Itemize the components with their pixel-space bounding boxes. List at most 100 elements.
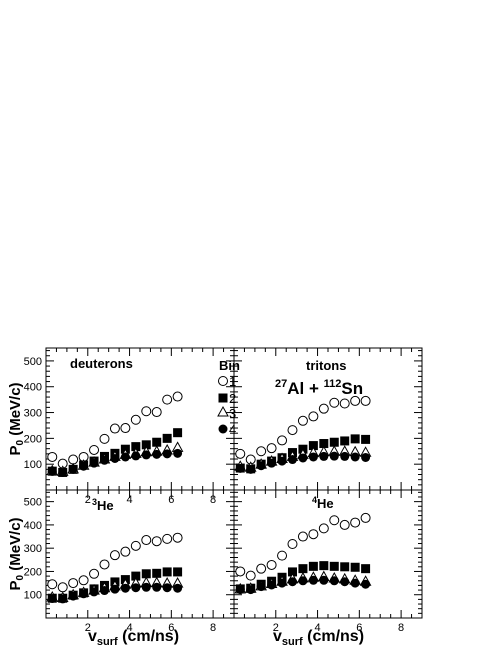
- legend-label-2: 2: [229, 391, 236, 406]
- data-point-bottom-left-bin4: [173, 583, 183, 593]
- data-point-bottom-left-bin1: [151, 536, 162, 547]
- panel-title-he4-mass: 4: [312, 495, 317, 505]
- data-point-bottom-right-bin4: [329, 576, 339, 586]
- x-tick-label-bottom-left: 2: [85, 622, 91, 634]
- data-point-top-right-bin4: [256, 461, 266, 471]
- data-point-top-right-bin1: [287, 425, 298, 436]
- data-point-bottom-left-bin1: [78, 575, 89, 586]
- y-tick-label-top-left: 300: [24, 408, 42, 420]
- reaction-label: 27Al + 112Sn: [275, 378, 363, 398]
- x-axis-label-left-unit: (cm/ns): [118, 628, 179, 645]
- data-point-top-right-bin2: [361, 434, 371, 444]
- legend-marker-filled-circle: [218, 424, 228, 434]
- data-point-top-right-bin4: [235, 463, 245, 473]
- panel-title-tritons: tritons: [306, 358, 346, 373]
- data-point-bottom-left-bin4: [47, 593, 57, 603]
- x-axis-label-left-main: v: [88, 628, 97, 645]
- x-tick-label-top-left: 2: [85, 494, 91, 506]
- y-axis-label-top-sub: 0: [15, 440, 26, 446]
- data-point-bottom-left-bin1: [162, 533, 173, 544]
- data-point-bottom-right-bin1: [277, 550, 288, 561]
- data-point-top-left-bin4: [47, 466, 57, 476]
- reaction-mass-2: 112: [324, 378, 342, 390]
- data-point-bottom-left-bin1: [68, 578, 79, 589]
- legend-label-4: 4: [229, 422, 236, 437]
- data-point-bottom-right-bin1: [350, 517, 361, 528]
- data-point-top-left-bin1: [151, 407, 162, 418]
- y-tick-label-bottom-left: 200: [24, 566, 42, 578]
- data-point-bottom-right-bin4: [256, 582, 266, 592]
- data-point-bottom-left-bin4: [152, 582, 162, 592]
- data-point-top-right-bin2: [308, 441, 318, 451]
- data-point-top-right-bin4: [350, 452, 360, 462]
- data-point-top-right-bin1: [339, 398, 350, 409]
- data-point-top-left-bin4: [68, 464, 78, 474]
- data-point-bottom-left-bin4: [120, 583, 130, 593]
- x-tick-label-bottom-left: 4: [126, 622, 132, 634]
- data-point-bottom-left-bin4: [99, 586, 109, 596]
- data-point-top-right-bin4: [319, 451, 329, 461]
- x-tick-label-top-left: 6: [168, 494, 174, 506]
- data-point-top-left-bin2: [162, 433, 172, 443]
- data-point-top-right-bin4: [277, 456, 287, 466]
- data-point-top-right-bin4: [287, 455, 297, 465]
- data-point-bottom-right-bin1: [360, 512, 371, 523]
- data-point-bottom-right-bin1: [297, 531, 308, 542]
- data-point-top-left-bin2: [152, 437, 162, 447]
- data-point-top-right-bin1: [297, 415, 308, 426]
- panel-title-he3-text: He: [97, 498, 114, 513]
- data-point-bottom-right-bin4: [319, 575, 329, 585]
- y-tick-label-bottom-left: 100: [24, 590, 42, 602]
- data-point-bottom-right-bin1: [256, 563, 267, 574]
- data-point-bottom-right-bin1: [308, 529, 319, 540]
- data-point-top-left-bin1: [141, 406, 152, 417]
- data-point-top-left-bin1: [68, 454, 79, 465]
- data-point-bottom-left-bin1: [109, 550, 120, 561]
- y-axis-label-bottom: P0 (MeV/c): [7, 517, 26, 590]
- x-tick-label-top-left: 4: [126, 494, 132, 506]
- data-point-bottom-right-bin2: [308, 561, 318, 571]
- data-point-bottom-left-bin2: [131, 571, 141, 581]
- data-point-bottom-right-bin2: [287, 567, 297, 577]
- x-tick-label-bottom-left: 6: [168, 622, 174, 634]
- y-axis-label-bottom-main: P: [7, 581, 24, 591]
- legend-marker-open-triangle: [217, 405, 229, 417]
- data-point-bottom-left-bin4: [110, 584, 120, 594]
- data-point-top-left-bin1: [89, 444, 100, 455]
- data-point-bottom-left-bin1: [172, 532, 183, 543]
- data-point-bottom-left-bin4: [79, 589, 89, 599]
- x-tick-label-bottom-right: 2: [273, 622, 279, 634]
- data-point-bottom-left-bin1: [120, 546, 131, 557]
- data-point-bottom-left-bin4: [58, 594, 68, 604]
- data-point-top-left-bin1: [120, 423, 131, 434]
- data-point-top-left-bin1: [172, 391, 183, 402]
- data-point-bottom-left-bin1: [99, 559, 110, 570]
- data-point-bottom-left-bin4: [68, 591, 78, 601]
- data-point-top-left-bin4: [120, 452, 130, 462]
- data-point-bottom-right-bin4: [340, 577, 350, 587]
- y-axis-label-top-unit: (MeV/c): [7, 382, 24, 440]
- data-point-top-left-bin2: [173, 428, 183, 438]
- x-tick-label-top-left: 8: [210, 494, 216, 506]
- data-point-bottom-left-bin2: [162, 567, 172, 577]
- panel-title-deuterons: deuterons: [70, 356, 133, 371]
- reaction-element-2: Sn: [341, 379, 363, 398]
- legend-label-1: 1: [229, 374, 236, 389]
- reaction-mass-1: 27: [275, 378, 287, 390]
- data-point-top-right-bin1: [360, 395, 371, 406]
- data-point-top-right-bin2: [350, 434, 360, 444]
- y-axis-label-top: P0 (MeV/c): [7, 382, 26, 455]
- x-tick-label-bottom-right: 6: [356, 622, 362, 634]
- data-point-bottom-right-bin1: [329, 515, 340, 526]
- x-tick-label-bottom-right: 8: [398, 622, 404, 634]
- data-point-top-right-bin2: [319, 439, 329, 449]
- data-point-bottom-right-bin2: [340, 562, 350, 572]
- x-tick-label-bottom-right: 4: [314, 622, 320, 634]
- data-point-top-right-bin4: [267, 458, 277, 468]
- data-point-top-right-bin1: [235, 448, 246, 459]
- data-point-bottom-left-bin4: [89, 587, 99, 597]
- panel-title-deuterons-text: deuterons: [70, 356, 133, 371]
- data-point-bottom-right-bin4: [235, 585, 245, 595]
- legend-marker-filled-square: [218, 393, 228, 403]
